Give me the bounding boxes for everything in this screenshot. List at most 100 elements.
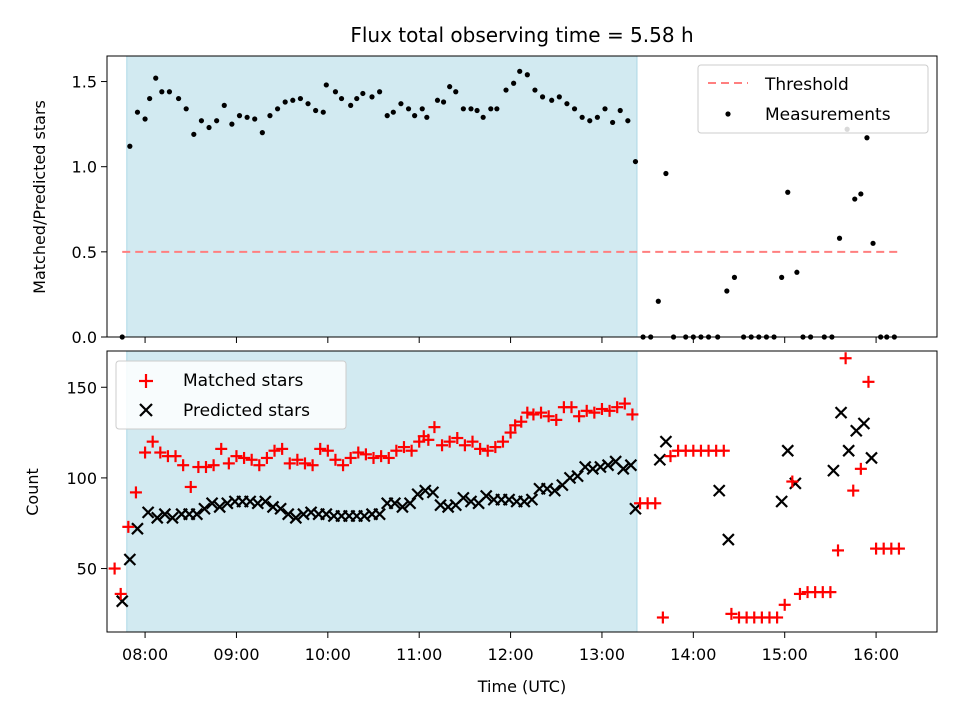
measurement-point xyxy=(617,107,623,114)
legend-label-predicted: Predicted stars xyxy=(183,401,310,421)
matched-point xyxy=(847,484,860,497)
matched-point xyxy=(397,441,410,454)
matched-point xyxy=(580,404,593,417)
y-tick-label: 50 xyxy=(77,560,97,579)
bottom-axes-frame xyxy=(106,350,938,633)
predicted-point xyxy=(857,417,871,430)
measurement-point xyxy=(858,191,864,197)
matched-point xyxy=(122,520,135,533)
matched-point xyxy=(778,598,791,611)
matched-point xyxy=(260,451,273,464)
matched-point xyxy=(489,441,502,454)
matched-point xyxy=(314,442,327,455)
predicted-point xyxy=(411,487,424,501)
x-tick-label: 09:00 xyxy=(213,645,259,664)
measurement-point xyxy=(870,240,876,246)
measurement-point xyxy=(453,89,459,95)
measurement-point xyxy=(267,113,273,119)
predicted-point xyxy=(289,511,303,525)
bottom-y-axis-ticks: 50 100 150 xyxy=(66,378,107,579)
measurement-point xyxy=(369,94,375,100)
measurement-point xyxy=(338,95,345,102)
matched-point xyxy=(573,410,586,423)
measurement-point xyxy=(532,87,538,93)
measurement-point xyxy=(134,109,141,115)
measurement-point xyxy=(354,95,360,102)
measurement-point xyxy=(794,269,800,275)
measurement-point xyxy=(320,109,326,115)
measurement-point xyxy=(229,121,235,127)
x-tick-label: 14:00 xyxy=(670,645,716,664)
measurement-point xyxy=(236,113,243,119)
measurement-point xyxy=(305,101,311,107)
predicted-point xyxy=(274,502,287,516)
matched-point xyxy=(207,459,220,472)
legend-swatch-matched xyxy=(139,374,153,388)
matched-point xyxy=(422,433,435,446)
predicted-point xyxy=(479,489,493,503)
measurement-point xyxy=(313,107,319,114)
y-tick-label: 0.5 xyxy=(72,243,97,262)
predicted-point xyxy=(373,507,386,521)
measurement-point xyxy=(424,114,430,120)
measurement-point xyxy=(332,89,339,95)
x-tick-label: 16:00 xyxy=(853,645,899,664)
matched-point xyxy=(283,457,296,470)
matched-point xyxy=(892,542,905,555)
top-x-axis-ticks xyxy=(144,337,877,343)
matched-point xyxy=(238,451,251,464)
measurement-point xyxy=(127,143,133,149)
matched-point xyxy=(527,408,540,421)
measurement-point xyxy=(632,158,639,165)
matched-point xyxy=(664,450,677,463)
measurement-point xyxy=(852,196,858,202)
matched-point xyxy=(550,413,563,426)
measurement-point xyxy=(440,99,447,105)
predicted-point xyxy=(601,458,615,472)
measurement-point xyxy=(323,82,329,88)
x-tick-label: 12:00 xyxy=(488,645,534,664)
matched-point xyxy=(329,453,342,466)
measurement-point xyxy=(864,135,870,141)
measurement-point xyxy=(494,106,500,112)
predicted-point xyxy=(166,511,179,525)
measurement-point xyxy=(348,102,354,108)
predicted-stars-points xyxy=(115,406,878,608)
predicted-point xyxy=(123,553,137,566)
matched-point xyxy=(542,410,555,423)
predicted-point xyxy=(396,500,409,514)
measurement-point xyxy=(517,68,523,74)
matched-point xyxy=(474,442,487,455)
bottom-legend-box xyxy=(115,360,347,430)
measurement-point xyxy=(198,118,205,124)
top-y-axis-label: Matched/Predicted stars xyxy=(30,100,49,294)
measurement-point xyxy=(377,89,383,95)
matched-point xyxy=(428,421,441,434)
measurement-point xyxy=(147,95,153,102)
matched-point xyxy=(649,497,662,510)
predicted-point xyxy=(198,502,211,516)
measurement-point xyxy=(221,102,227,108)
measurement-point xyxy=(412,113,418,119)
matched-point xyxy=(253,459,266,472)
measurement-point xyxy=(153,75,159,81)
matched-point xyxy=(139,446,152,459)
measurement-point xyxy=(274,106,281,112)
measurement-point xyxy=(785,189,791,195)
matched-point xyxy=(443,435,456,448)
y-tick-label: 100 xyxy=(66,469,97,488)
matched-point xyxy=(436,439,449,452)
measurement-point xyxy=(214,118,220,124)
measurement-point xyxy=(390,109,396,115)
matched-point xyxy=(291,453,304,466)
matched-point xyxy=(405,444,418,457)
matched-point xyxy=(854,462,867,475)
matched-point xyxy=(359,448,372,461)
measurement-point xyxy=(579,114,585,120)
measurement-point xyxy=(434,97,441,103)
measurement-point xyxy=(539,94,546,100)
y-tick-label: 1.0 xyxy=(72,158,97,177)
matched-point xyxy=(481,444,494,457)
predicted-point xyxy=(150,511,164,525)
x-tick-label: 10:00 xyxy=(305,645,351,664)
